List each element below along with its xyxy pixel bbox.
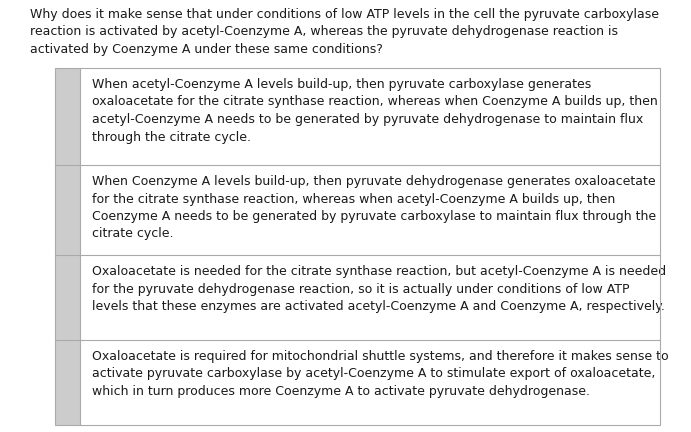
Text: When Coenzyme A levels build-up, then pyruvate dehydrogenase generates oxaloacet: When Coenzyme A levels build-up, then py… xyxy=(92,175,656,241)
Bar xyxy=(55,68,660,425)
Text: Oxaloacetate is needed for the citrate synthase reaction, but acetyl-Coenzyme A : Oxaloacetate is needed for the citrate s… xyxy=(92,265,666,313)
Text: When acetyl-Coenzyme A levels build-up, then pyruvate carboxylase generates
oxal: When acetyl-Coenzyme A levels build-up, … xyxy=(92,78,658,143)
Text: Oxaloacetate is required for mitochondrial shuttle systems, and therefore it mak: Oxaloacetate is required for mitochondri… xyxy=(92,350,669,398)
Bar xyxy=(55,255,80,340)
Bar xyxy=(55,165,80,255)
Bar xyxy=(55,340,80,425)
Bar xyxy=(55,68,660,425)
Text: Why does it make sense that under conditions of low ATP levels in the cell the p: Why does it make sense that under condit… xyxy=(30,8,659,56)
Bar xyxy=(55,68,80,165)
